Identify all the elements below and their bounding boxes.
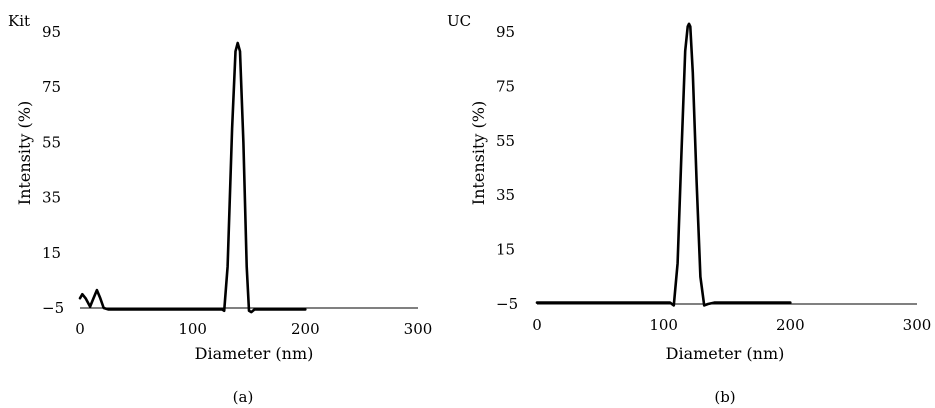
panel-b: UC Intensity (%) Diameter (nm) (b) 95 75 5… bbox=[447, 12, 931, 406]
panel-a-y-axis-label: Intensity (%) bbox=[15, 101, 34, 205]
panel-b-label: UC bbox=[447, 12, 471, 30]
panel-b-x-ticks: 0 100 200 300 bbox=[532, 316, 931, 334]
panel-a-x-tick-label: 0 bbox=[75, 320, 85, 338]
panel-b-x-tick-label: 100 bbox=[649, 316, 678, 334]
panel-a-x-tick-label: 200 bbox=[291, 320, 320, 338]
panel-b-y-tick-label: −5 bbox=[496, 295, 518, 313]
panel-a-y-tick-label: 15 bbox=[42, 244, 61, 262]
panel-a-y-tick-label: 75 bbox=[42, 78, 61, 96]
panel-a-y-tick-label: 35 bbox=[42, 189, 61, 207]
panel-b-x-axis-label: Diameter (nm) bbox=[666, 344, 785, 363]
panel-b-y-tick-label: 55 bbox=[496, 132, 515, 150]
panel-b-series-line bbox=[535, 22, 792, 307]
panel-a-series-line bbox=[78, 41, 307, 314]
panel-a-y-tick-label: 55 bbox=[42, 133, 61, 151]
panel-b-y-tick-label: 95 bbox=[496, 23, 515, 41]
panel-a-x-tick-label: 100 bbox=[178, 320, 207, 338]
panel-a-label: Kit bbox=[8, 12, 30, 30]
panel-a-y-tick-label: 95 bbox=[42, 23, 61, 41]
panel-a-x-axis-label: Diameter (nm) bbox=[195, 344, 314, 363]
panel-b-caption: (b) bbox=[714, 388, 735, 406]
panel-a-x-ticks: 0 100 200 300 bbox=[75, 320, 432, 338]
panel-a-caption: (a) bbox=[233, 388, 254, 406]
panel-b-y-tick-label: 75 bbox=[496, 77, 515, 95]
panel-b-x-tick-label: 300 bbox=[903, 316, 932, 334]
panel-b-y-tick-label: 15 bbox=[496, 241, 515, 259]
panel-a-x-tick-label: 300 bbox=[404, 320, 433, 338]
panel-b-y-ticks: 95 75 55 35 15 −5 bbox=[496, 23, 518, 313]
panel-b-y-tick-label: 35 bbox=[496, 186, 515, 204]
panel-a-y-tick-label: −5 bbox=[42, 299, 64, 317]
panel-b-y-axis-label: Intensity (%) bbox=[469, 101, 488, 205]
panel-a-y-ticks: 95 75 55 35 15 −5 bbox=[42, 23, 64, 317]
panel-b-x-tick-label: 0 bbox=[532, 316, 542, 334]
panel-a: Kit Intensity (%) Diameter (nm) (a) 95 75… bbox=[8, 12, 432, 406]
panel-b-x-tick-label: 200 bbox=[776, 316, 805, 334]
